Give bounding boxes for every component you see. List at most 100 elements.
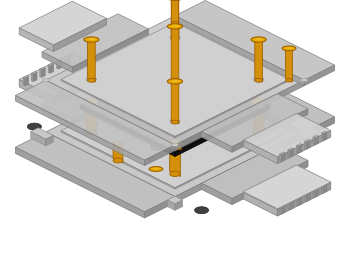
Polygon shape [40,67,46,70]
Polygon shape [115,84,117,88]
Polygon shape [169,56,181,66]
Polygon shape [171,0,179,40]
Polygon shape [15,96,145,166]
Polygon shape [145,145,175,166]
Polygon shape [278,130,331,164]
Ellipse shape [169,140,181,146]
Polygon shape [296,195,302,198]
Polygon shape [23,75,29,78]
Ellipse shape [172,25,180,27]
Polygon shape [30,128,54,139]
Polygon shape [252,98,265,108]
Polygon shape [171,24,179,82]
Ellipse shape [171,78,179,82]
Ellipse shape [172,143,178,147]
Polygon shape [202,183,232,205]
Polygon shape [175,79,289,138]
Polygon shape [167,196,183,204]
Polygon shape [296,143,302,147]
Polygon shape [15,132,175,212]
Ellipse shape [88,103,96,107]
Ellipse shape [170,88,180,93]
Polygon shape [304,132,320,146]
Polygon shape [86,106,97,135]
Ellipse shape [253,106,264,112]
Ellipse shape [286,47,292,50]
Polygon shape [243,113,331,157]
Polygon shape [171,79,179,124]
Polygon shape [307,192,310,202]
Polygon shape [281,153,285,162]
Ellipse shape [252,102,265,108]
Ellipse shape [286,47,293,49]
Ellipse shape [171,79,179,83]
Polygon shape [288,201,290,210]
Polygon shape [48,63,54,66]
Ellipse shape [42,78,49,82]
Polygon shape [145,99,175,120]
Ellipse shape [149,166,163,171]
Polygon shape [54,70,107,104]
Polygon shape [232,109,308,152]
Polygon shape [243,140,278,164]
Polygon shape [323,184,327,193]
Ellipse shape [171,145,179,149]
Polygon shape [150,145,162,173]
Polygon shape [19,28,54,52]
Polygon shape [170,65,180,93]
Polygon shape [304,117,335,138]
Polygon shape [175,67,304,138]
Polygon shape [160,59,190,75]
Polygon shape [298,145,302,153]
Polygon shape [33,72,37,82]
Ellipse shape [169,144,181,150]
Polygon shape [313,187,319,190]
Polygon shape [127,77,130,79]
Polygon shape [175,105,270,157]
Ellipse shape [113,158,123,163]
Polygon shape [169,140,181,150]
Ellipse shape [171,120,179,124]
Polygon shape [288,148,294,151]
Polygon shape [307,140,310,149]
Ellipse shape [113,142,123,147]
Polygon shape [175,200,183,210]
Polygon shape [23,77,25,86]
Ellipse shape [170,148,180,153]
Ellipse shape [85,98,98,104]
Polygon shape [145,197,175,218]
Ellipse shape [172,80,180,82]
Polygon shape [321,133,323,141]
Polygon shape [321,184,323,193]
Polygon shape [321,183,327,186]
Polygon shape [288,199,294,202]
Polygon shape [114,70,162,94]
Ellipse shape [170,171,180,176]
Polygon shape [313,189,315,198]
Polygon shape [130,76,132,80]
Polygon shape [140,72,142,76]
Polygon shape [243,165,331,209]
Polygon shape [167,200,175,210]
Polygon shape [243,192,278,216]
Polygon shape [281,204,285,214]
Polygon shape [19,1,107,45]
Polygon shape [113,142,123,163]
Ellipse shape [86,129,97,135]
Polygon shape [278,182,331,210]
Polygon shape [290,149,294,158]
Ellipse shape [88,78,95,82]
Polygon shape [175,1,335,80]
Ellipse shape [170,35,180,40]
Polygon shape [145,115,175,130]
Polygon shape [54,18,107,52]
Polygon shape [278,182,331,216]
Ellipse shape [147,168,165,177]
Polygon shape [304,141,307,149]
Polygon shape [202,145,308,199]
Polygon shape [61,74,289,188]
Ellipse shape [172,14,178,17]
Ellipse shape [153,168,160,170]
Polygon shape [114,83,135,99]
Ellipse shape [152,171,160,175]
